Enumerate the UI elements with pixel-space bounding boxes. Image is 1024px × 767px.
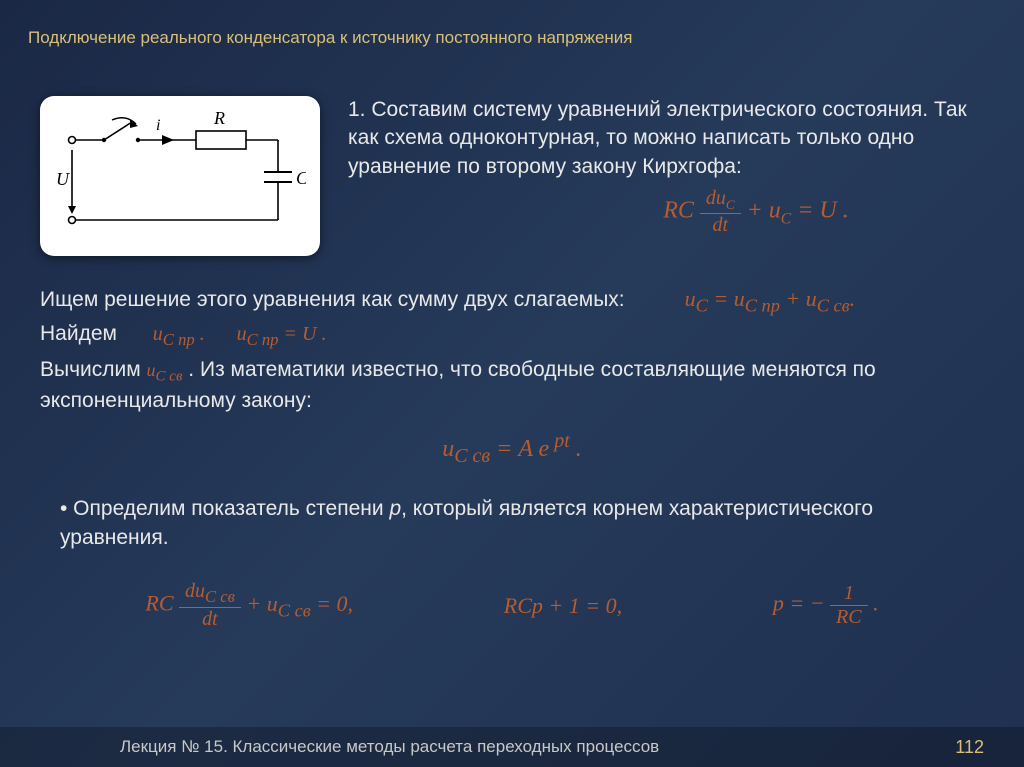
line3-eq2: uC пр = U . xyxy=(237,323,327,345)
line3-eq1: uC пр . xyxy=(153,323,205,345)
line-compute-usv: Вычислим uC св . Из математики известно,… xyxy=(40,356,984,415)
line-determine-p: • Определим показатель степени p, которы… xyxy=(40,495,984,552)
eq1-frac: duC dt xyxy=(700,187,741,237)
eq1-pre: RC xyxy=(663,198,694,224)
line2-text: Ищем решение этого уравнения как сумму д… xyxy=(40,288,625,312)
slide-footer: Лекция № 15. Классические методы расчета… xyxy=(0,727,1024,767)
label-i: i xyxy=(156,117,160,134)
eq-c: p = − 1 RC . xyxy=(773,582,879,629)
label-R: R xyxy=(213,110,225,128)
line-sum-solution: Ищем решение этого уравнения как сумму д… xyxy=(40,286,984,316)
row-step1: U i R xyxy=(40,96,984,256)
label-C: C xyxy=(296,168,306,188)
eq1-plus: + u xyxy=(747,198,781,224)
line-find-upr: Найдем uC пр . uC пр = U . xyxy=(40,322,984,350)
equation-row-characteristic: RC duC св dt + uC св = 0, RCp + 1 = 0, p… xyxy=(40,580,984,631)
line3-pre: Найдем xyxy=(40,322,117,345)
slide-title: Подключение реального конденсатора к ист… xyxy=(0,0,1024,56)
eq-a: RC duC св dt + uC св = 0, xyxy=(145,580,353,631)
page-number: 112 xyxy=(955,737,984,758)
equation-exponential: uC св = A e pt . xyxy=(40,430,984,468)
lecture-label: Лекция № 15. Классические методы расчета… xyxy=(120,737,659,757)
label-U: U xyxy=(56,169,70,189)
slide-content: U i R xyxy=(0,56,1024,631)
step1-block: 1. Составим систему уравнений электричес… xyxy=(348,96,984,237)
line4-eq: uC св xyxy=(147,360,183,380)
eq-b: RCp + 1 = 0, xyxy=(504,593,622,619)
title-text: Подключение реального конденсатора к ист… xyxy=(28,28,633,47)
circuit-diagram: U i R xyxy=(40,96,320,256)
line4-pre: Вычислим xyxy=(40,358,147,381)
eq1-rhs: = U . xyxy=(797,198,849,224)
step1-text: 1. Составим систему уравнений электричес… xyxy=(348,96,984,181)
line2-eq: uC = uC пр + uC св. xyxy=(685,286,856,316)
circuit-svg: U i R xyxy=(54,110,306,242)
equation-kirchhoff: RC duC dt + uC = U . xyxy=(528,187,984,237)
